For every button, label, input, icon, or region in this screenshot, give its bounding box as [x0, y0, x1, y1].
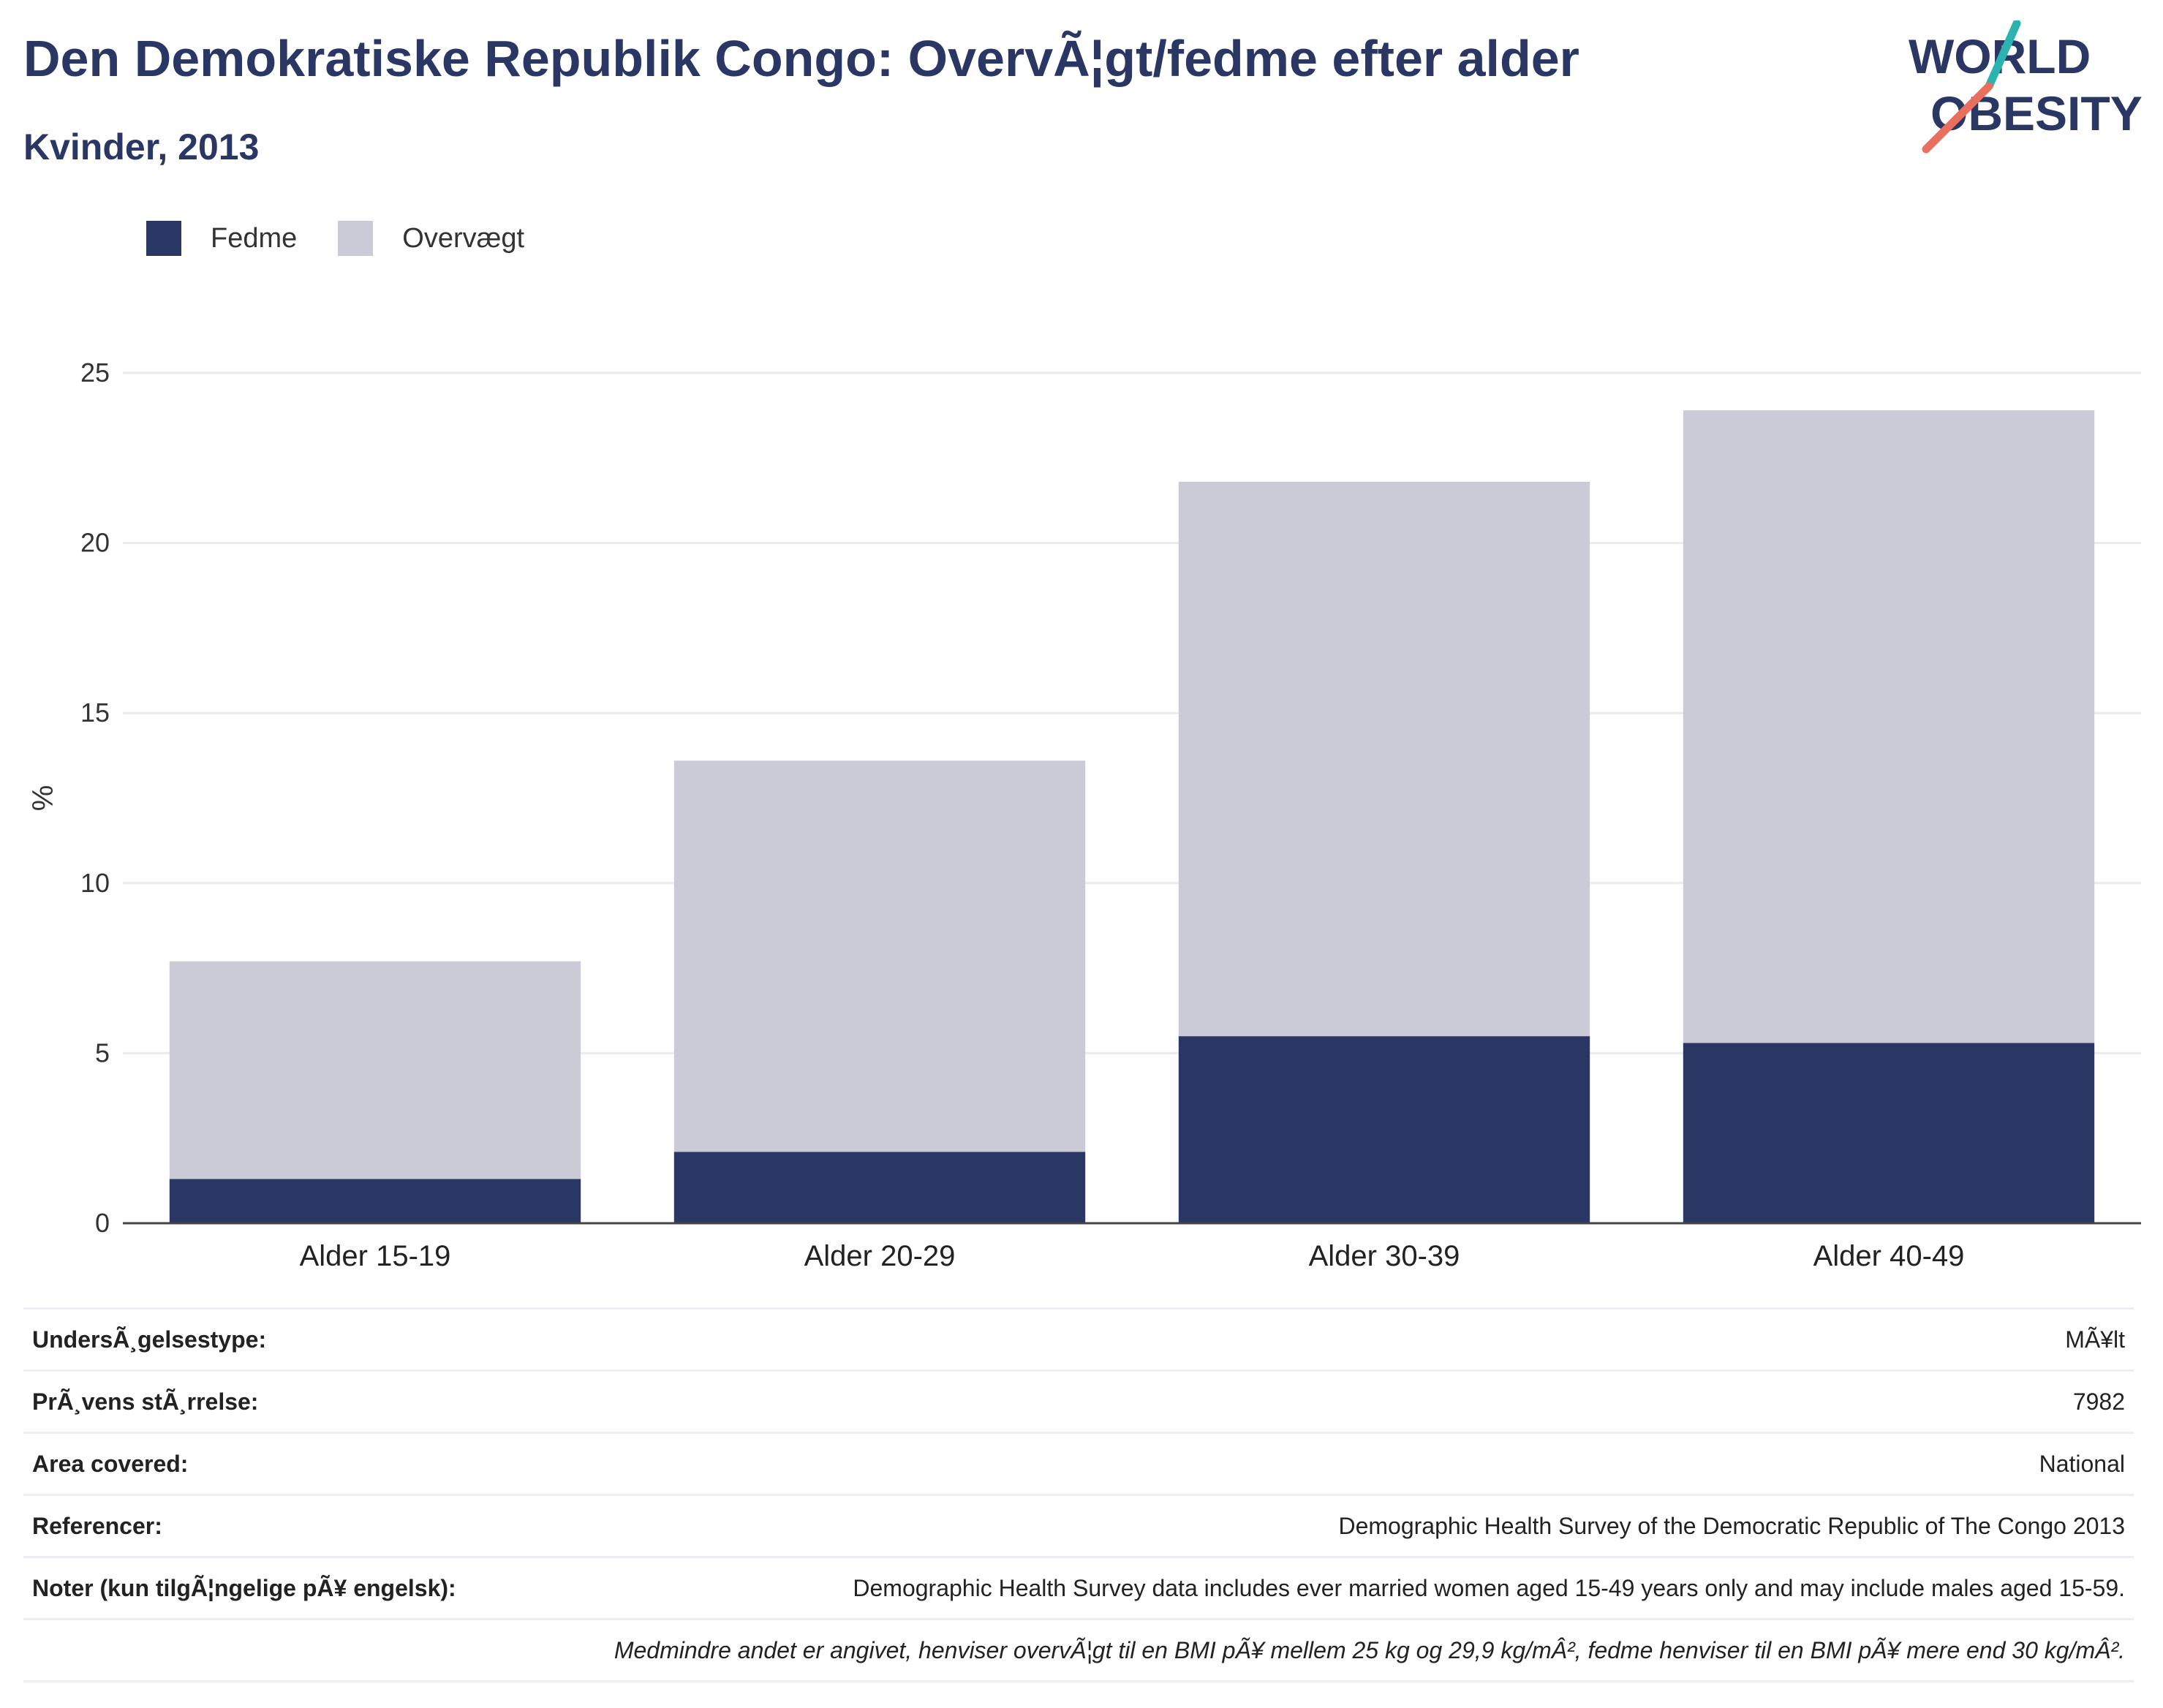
bar-fedme-1: [169, 1179, 581, 1223]
y-axis-label: %: [27, 785, 59, 812]
world-obesity-logo: WORLD OBESITY: [1909, 20, 2143, 154]
info-value: 7982: [561, 1369, 2134, 1433]
info-row-footnote: Medmindre andet er angivet, henviser ove…: [23, 1618, 2134, 1682]
bar-overv-gt-4: [1683, 410, 2095, 1043]
info-table: UndersÃ¸gelsestype: MÃ¥lt PrÃ¸vens stÃ¸r…: [23, 1307, 2134, 1682]
y-tick-label: 5: [95, 1038, 110, 1068]
bar-overv-gt-2: [673, 760, 1086, 1152]
info-row-survey-type: UndersÃ¸gelsestype: MÃ¥lt: [23, 1307, 2134, 1371]
info-key: Noter (kun tilgÃ¦ngelige pÃ¥ engelsk):: [23, 1556, 562, 1620]
bar-fedme-2: [673, 1152, 1086, 1223]
info-value: MÃ¥lt: [561, 1307, 2134, 1371]
x-tick-label: Alder 15-19: [300, 1240, 451, 1272]
logo-slash-teal: [1985, 20, 2021, 91]
info-row-area-covered: Area covered: National: [23, 1432, 2134, 1495]
legend-label-overvaegt: Overvægt: [402, 222, 525, 254]
info-key: Referencer:: [23, 1494, 562, 1557]
info-key: Area covered:: [23, 1432, 562, 1495]
chart-title: Den Demokratiske Republik Congo: OvervÃ¦…: [23, 30, 1579, 87]
bar-fedme-4: [1683, 1043, 2095, 1223]
info-row-notes: Noter (kun tilgÃ¦ngelige pÃ¥ engelsk): D…: [23, 1556, 2134, 1620]
info-row-references: Referencer: Demographic Health Survey of…: [23, 1494, 2134, 1557]
info-value: Demographic Health Survey of the Democra…: [561, 1494, 2134, 1557]
legend-item-overvaegt[interactable]: Overvægt: [338, 221, 524, 256]
info-key: PrÃ¸vens stÃ¸rrelse:: [23, 1369, 562, 1433]
x-tick-label: Alder 40-49: [1813, 1240, 1965, 1272]
footnote: Medmindre andet er angivet, henviser ove…: [23, 1618, 2134, 1682]
info-value: Demographic Health Survey data includes …: [561, 1556, 2134, 1620]
legend-label-fedme: Fedme: [211, 222, 298, 254]
legend: Fedme Overvægt: [146, 216, 565, 260]
y-tick-label: 20: [80, 528, 110, 558]
legend-item-fedme[interactable]: Fedme: [146, 221, 297, 256]
bar-fedme-3: [1178, 1036, 1590, 1223]
legend-swatch-overvaegt: [338, 221, 374, 256]
info-value: National: [561, 1432, 2134, 1495]
info-key: UndersÃ¸gelsestype:: [23, 1307, 562, 1371]
y-tick-label: 10: [80, 868, 110, 898]
x-tick-label: Alder 30-39: [1309, 1240, 1460, 1272]
bar-chart: 0 5 10 15 20 25% Alder 15-19 Alder 20-29 Alder 3…: [27, 358, 2141, 1272]
x-tick-label: Alder 20-29: [804, 1240, 956, 1272]
info-row-sample-size: PrÃ¸vens stÃ¸rrelse: 7982: [23, 1369, 2134, 1433]
y-tick-label: 0: [95, 1208, 110, 1238]
bar-overv-gt-1: [169, 961, 581, 1179]
logo-slash-coral: [1922, 82, 1993, 154]
y-tick-label: 15: [80, 698, 110, 728]
legend-swatch-fedme: [146, 221, 181, 256]
bar-overv-gt-3: [1178, 481, 1590, 1037]
y-tick-label: 25: [80, 358, 110, 388]
chart-subtitle: Kvinder, 2013: [23, 126, 260, 167]
